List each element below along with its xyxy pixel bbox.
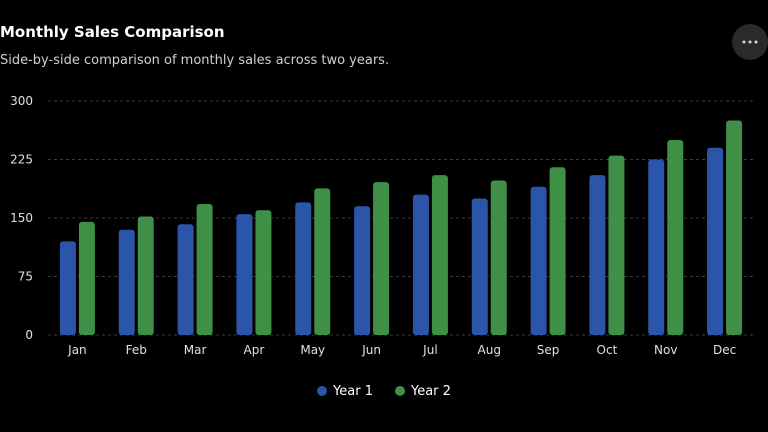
bar-may-series-2[interactable]: [314, 188, 331, 335]
more-horizontal-icon: [742, 40, 758, 44]
bar-apr-series-1[interactable]: [236, 214, 253, 335]
x-tick-label: Feb: [126, 343, 147, 357]
legend-swatch-year-1: [317, 386, 328, 396]
bar-aug-series-1[interactable]: [471, 198, 488, 336]
y-tick-label: 75: [18, 270, 33, 284]
chart-title: Monthly Sales Comparison: [0, 23, 225, 41]
bar-jan-series-1[interactable]: [59, 241, 76, 335]
bar-jul-series-2[interactable]: [431, 175, 448, 335]
bar-dec-series-1[interactable]: [707, 147, 724, 335]
bar-sep-series-1[interactable]: [530, 186, 547, 335]
y-tick-label: 300: [10, 94, 33, 108]
x-tick-label: Jan: [67, 343, 87, 357]
bar-jun-series-1[interactable]: [354, 206, 371, 335]
chart-subtitle: Side-by-side comparison of monthly sales…: [0, 53, 390, 68]
x-tick-label: Nov: [654, 343, 677, 357]
legend-swatch-year-2: [395, 386, 405, 396]
bar-jun-series-2[interactable]: [373, 182, 390, 335]
bar-nov-series-2[interactable]: [667, 140, 684, 335]
x-tick-label: Dec: [713, 343, 736, 357]
bar-apr-series-2[interactable]: [255, 210, 272, 335]
bar-oct-series-1[interactable]: [589, 175, 606, 335]
bar-oct-series-2[interactable]: [608, 155, 625, 335]
y-tick-label: 225: [10, 153, 33, 167]
bar-may-series-1[interactable]: [295, 202, 312, 335]
legend-item-year-1[interactable]: Year 1: [317, 384, 373, 399]
bar-jul-series-1[interactable]: [412, 194, 429, 335]
bar-chart: 0 75 150 225 300 Jan Feb Mar Apr May Jun Jul Aug Sep…: [10, 94, 754, 357]
bar-mar-series-2[interactable]: [196, 203, 213, 335]
legend: Year 1 Year 2: [0, 380, 768, 402]
y-axis-ticks: 0 75 150 225 300: [10, 94, 33, 342]
bar-nov-series-1[interactable]: [648, 159, 665, 336]
bar-mar-series-1[interactable]: [177, 224, 194, 335]
grid-lines: [48, 100, 754, 336]
more-options-button[interactable]: [732, 24, 768, 60]
bar-feb-series-1[interactable]: [118, 229, 135, 335]
legend-label-year-1: Year 1: [333, 383, 373, 399]
x-tick-label: Sep: [537, 343, 560, 357]
bar-sep-series-2[interactable]: [549, 167, 566, 335]
y-tick-label: 0: [25, 328, 33, 342]
bar-feb-series-2[interactable]: [137, 216, 154, 335]
x-tick-label: Mar: [184, 343, 207, 357]
bar-jan-series-2[interactable]: [78, 221, 95, 335]
x-tick-label: Apr: [244, 343, 265, 357]
bars: [59, 120, 743, 336]
x-tick-label: Jun: [361, 343, 381, 357]
bar-dec-series-2[interactable]: [726, 120, 743, 336]
x-axis-ticks: Jan Feb Mar Apr May Jun Jul Aug Sep Oct Nov Dec: [67, 343, 736, 357]
x-tick-label: May: [300, 343, 325, 357]
bar-aug-series-2[interactable]: [490, 180, 507, 335]
legend-label-year-2: Year 2: [411, 383, 451, 399]
x-tick-label: Jul: [422, 343, 437, 357]
x-tick-label: Oct: [597, 343, 618, 357]
y-tick-label: 150: [10, 211, 33, 225]
legend-item-year-2[interactable]: Year 2: [395, 384, 451, 399]
x-tick-label: Aug: [478, 343, 501, 357]
